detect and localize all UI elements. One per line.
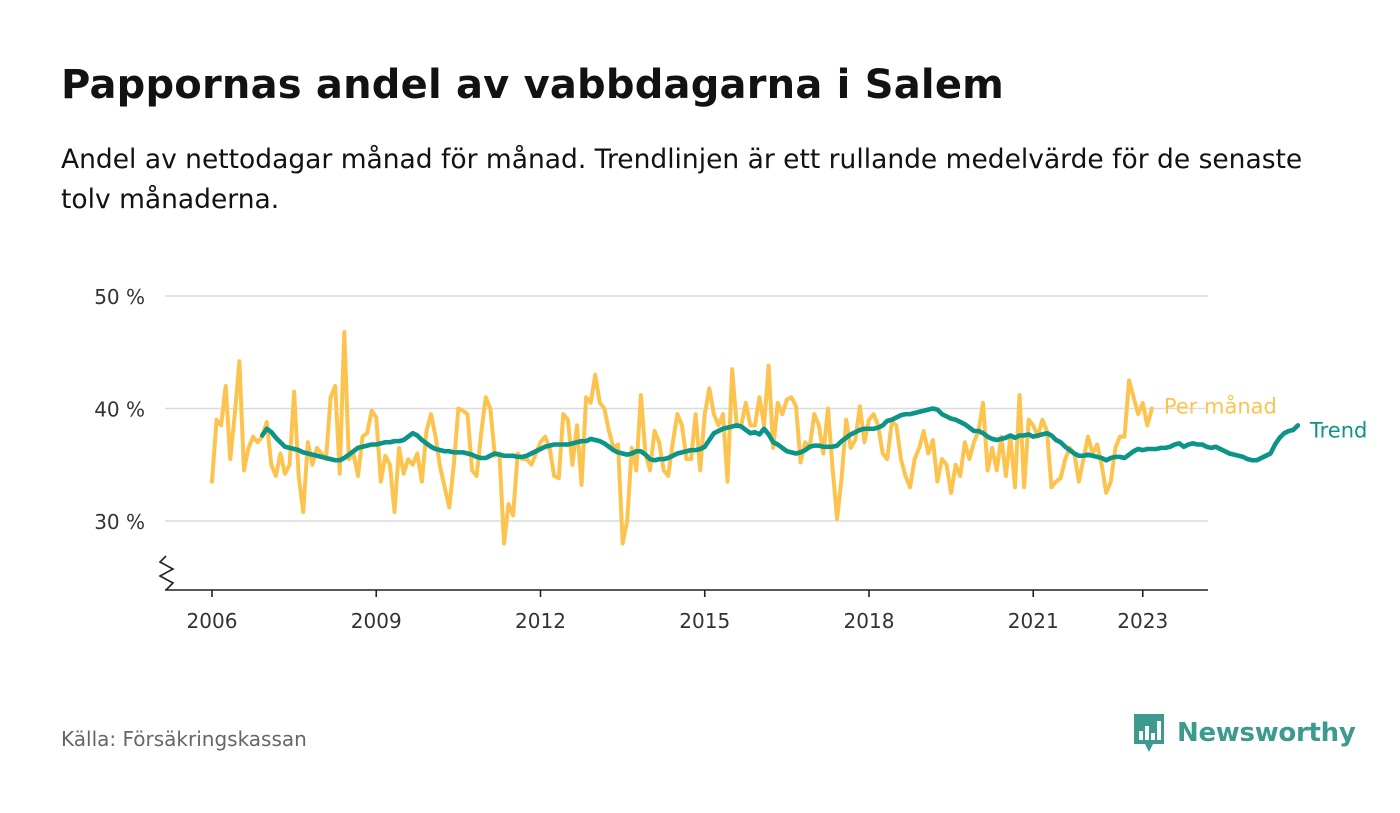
y-tick-label: 40 % [94, 398, 145, 422]
page-title: Pappornas andel av vabbdagarna i Salem [61, 62, 1005, 108]
series-line-per-manad [210, 330, 1154, 546]
y-tick-label: 50 % [94, 285, 145, 309]
grid-lines [165, 295, 1208, 522]
x-tick-label: 2006 [187, 609, 238, 633]
x-tick-label: 2021 [1008, 609, 1059, 633]
page-subtitle: Andel av nettodagar månad för månad. Tre… [61, 144, 1303, 215]
newsworthy-logo-icon [1134, 714, 1164, 752]
x-tick-label: 2015 [679, 609, 730, 633]
y-tick-label: 30 % [94, 510, 145, 534]
x-axis [158, 555, 1208, 597]
series-labels: Per månad Trend [1164, 394, 1367, 443]
y-axis-tick-labels: 30 % 40 % 50 % [94, 285, 145, 534]
x-tick-label: 2018 [844, 609, 895, 633]
axis-break-icon [158, 555, 175, 591]
series-line-trend [259, 406, 1301, 463]
series-label-per-manad: Per månad [1164, 394, 1277, 419]
brand-logo-link[interactable]: Newsworthy [1132, 711, 1356, 755]
x-tick-label: 2012 [515, 609, 566, 633]
brand-name: Newsworthy [1177, 718, 1356, 748]
x-tick-label: 2023 [1117, 609, 1168, 633]
x-tick-label: 2009 [351, 609, 402, 633]
series-label-trend: Trend [1309, 418, 1367, 442]
series-lines [210, 330, 1301, 546]
x-axis-tick-labels: 2006 2009 2012 2015 2018 2021 2023 [187, 609, 1169, 633]
source-note: Källa: Försäkringskassan [61, 727, 307, 751]
